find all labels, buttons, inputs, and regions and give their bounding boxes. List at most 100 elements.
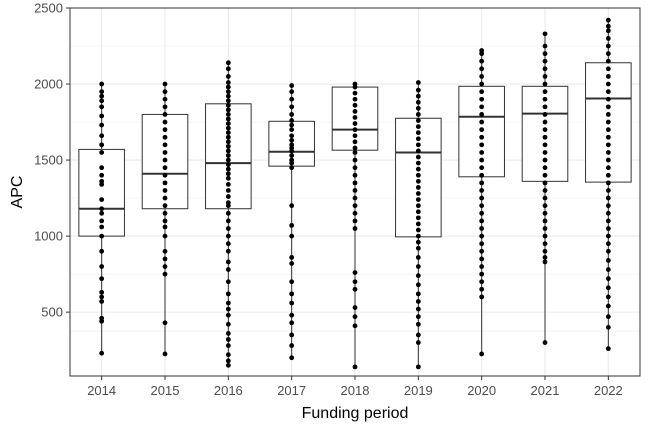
data-point — [542, 241, 548, 247]
data-point — [415, 291, 421, 297]
data-point — [479, 172, 485, 178]
data-point — [479, 195, 485, 201]
data-point — [605, 285, 611, 291]
data-point — [99, 289, 105, 295]
data-point — [162, 233, 168, 239]
data-point — [225, 134, 231, 140]
data-point — [605, 218, 611, 224]
data-point — [289, 112, 295, 117]
data-point — [352, 364, 358, 370]
data-point — [162, 119, 168, 125]
data-point — [352, 157, 358, 163]
data-point — [479, 157, 485, 163]
data-point — [542, 66, 548, 72]
data-point — [352, 150, 358, 155]
data-point — [352, 127, 358, 133]
x-tick-label: 2022 — [594, 383, 623, 398]
data-point — [352, 286, 358, 292]
data-point — [225, 331, 231, 336]
data-point — [352, 145, 358, 151]
data-point — [99, 197, 105, 203]
data-point — [605, 314, 611, 320]
data-point — [289, 153, 295, 158]
data-point — [542, 43, 548, 49]
data-point — [415, 364, 421, 370]
points-2015 — [162, 81, 168, 357]
data-point — [225, 89, 231, 95]
data-point — [99, 93, 105, 99]
data-point — [605, 180, 611, 186]
data-point — [99, 98, 105, 104]
data-point — [542, 259, 548, 265]
data-point — [225, 130, 231, 136]
data-point — [352, 139, 358, 145]
data-point — [479, 89, 485, 95]
data-point — [352, 121, 358, 126]
data-point — [162, 89, 168, 95]
data-point — [162, 224, 168, 230]
data-point — [352, 180, 358, 186]
data-point — [99, 299, 105, 304]
data-point — [415, 314, 421, 320]
data-point — [99, 122, 105, 128]
data-point — [225, 267, 231, 272]
data-point — [225, 93, 231, 99]
data-point — [542, 248, 548, 254]
data-point — [289, 165, 295, 171]
data-point — [225, 102, 231, 108]
data-point — [605, 226, 611, 231]
data-point — [289, 261, 295, 266]
y-tick-label: 500 — [41, 305, 63, 320]
data-point — [162, 271, 168, 277]
data-point — [415, 321, 421, 327]
data-point — [415, 178, 421, 184]
data-point — [99, 206, 105, 212]
data-point — [99, 172, 105, 178]
data-point — [479, 150, 485, 155]
data-point — [162, 320, 168, 326]
data-point — [99, 165, 105, 171]
data-point — [289, 320, 295, 326]
data-point — [415, 172, 421, 178]
data-point — [479, 279, 485, 285]
data-point — [542, 31, 548, 37]
data-point — [542, 180, 548, 186]
data-point — [415, 142, 421, 148]
data-point — [479, 241, 485, 247]
data-point — [162, 210, 168, 216]
y-tick-label: 2500 — [34, 1, 63, 16]
data-point — [225, 200, 231, 206]
data-point — [225, 321, 231, 327]
data-point — [479, 58, 485, 64]
data-point — [99, 218, 105, 224]
data-point — [542, 254, 548, 260]
data-point — [289, 300, 295, 306]
data-point — [479, 134, 485, 140]
data-point — [542, 165, 548, 171]
data-point — [542, 119, 548, 125]
data-point — [542, 188, 548, 193]
data-point — [415, 160, 421, 166]
data-point — [99, 133, 105, 139]
data-point — [605, 188, 611, 193]
data-point — [542, 340, 548, 345]
data-point — [352, 195, 358, 201]
points-2016 — [225, 60, 231, 368]
data-point — [605, 66, 611, 72]
data-point — [289, 332, 295, 338]
data-point — [415, 154, 421, 160]
data-point — [605, 203, 611, 209]
data-point — [289, 233, 295, 239]
data-point — [225, 279, 231, 285]
data-point — [415, 273, 421, 279]
data-point — [225, 218, 231, 224]
data-point — [225, 358, 231, 364]
x-tick-label: 2021 — [531, 383, 560, 398]
data-point — [352, 188, 358, 193]
data-point — [605, 23, 611, 29]
data-point — [542, 172, 548, 178]
data-point — [415, 209, 421, 215]
data-point — [352, 218, 358, 224]
data-point — [225, 162, 231, 168]
data-point — [605, 119, 611, 125]
